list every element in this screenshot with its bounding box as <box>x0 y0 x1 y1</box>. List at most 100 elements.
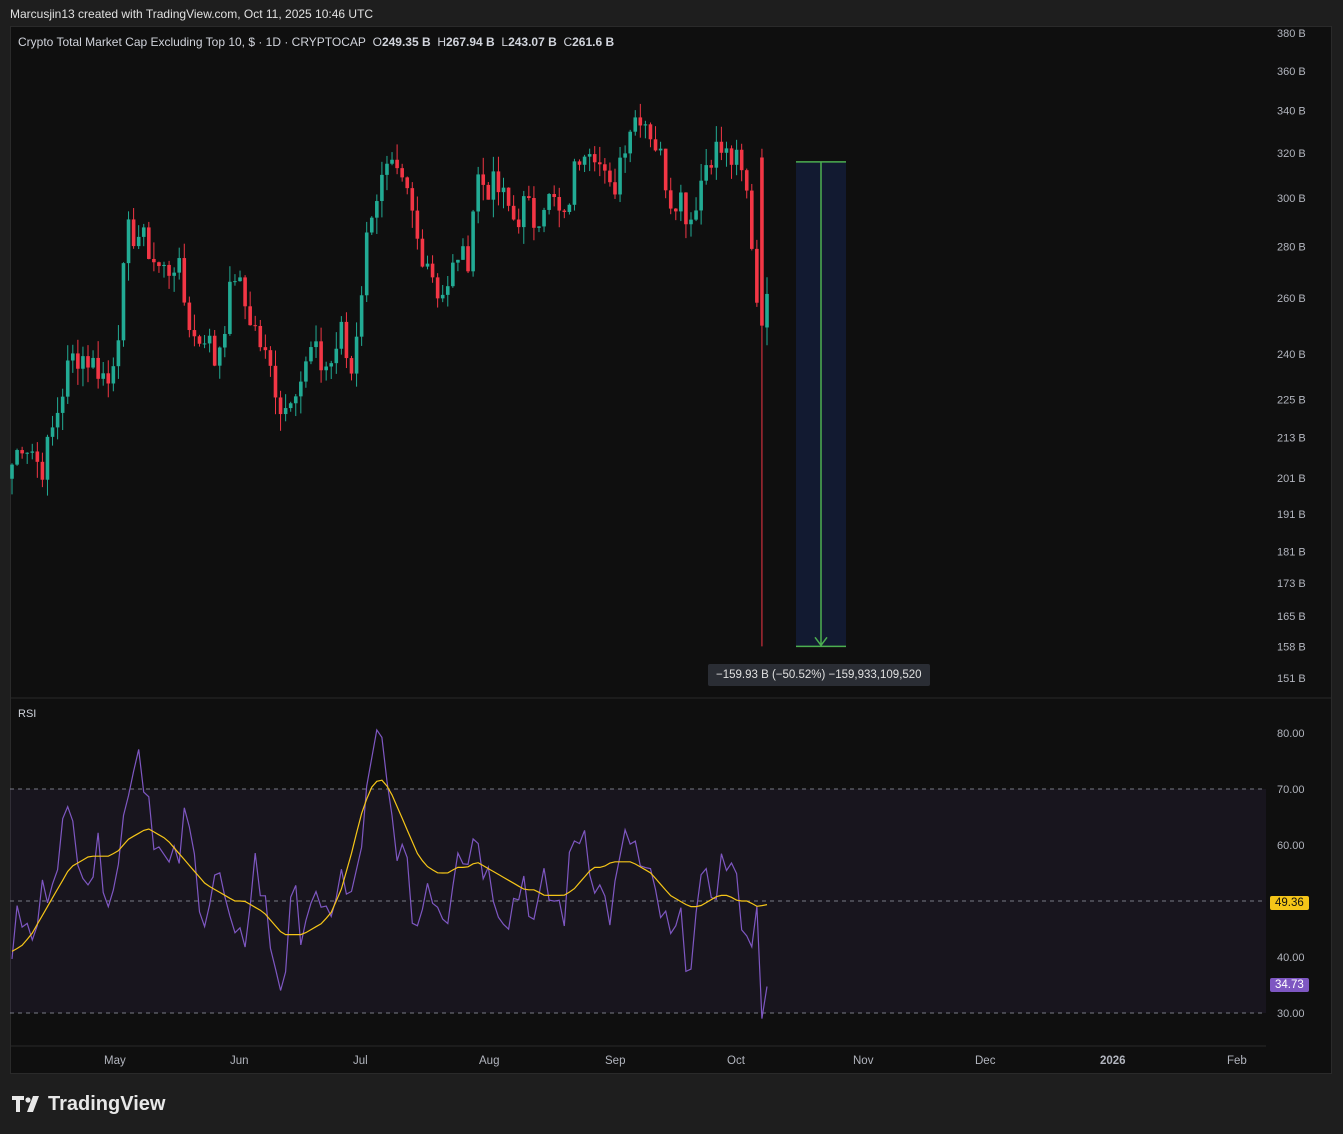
candle-body <box>253 325 258 327</box>
tradingview-brand: TradingView <box>48 1092 166 1115</box>
candle-body <box>461 246 465 260</box>
candle-body <box>344 321 349 359</box>
close-label: C <box>563 35 573 49</box>
attribution-text: Marcusjin13 created with TradingView.com… <box>10 7 374 21</box>
candle-body <box>729 148 734 165</box>
candle-body <box>50 427 55 437</box>
candle-body <box>592 154 597 163</box>
candle-body <box>233 281 237 283</box>
candle-body <box>673 208 678 212</box>
candle-body <box>172 272 176 276</box>
candle-body <box>451 262 455 287</box>
candle-body <box>734 149 739 165</box>
candle-body <box>25 452 30 454</box>
price-axis-tick-label: 201 B <box>1277 473 1306 485</box>
candle-body <box>147 227 151 259</box>
candle-body <box>354 336 359 374</box>
price-axis-tick-label: 240 B <box>1277 349 1306 361</box>
symbol-legend[interactable]: Crypto Total Market Cap Excluding Top 10… <box>18 35 614 49</box>
candle-body <box>192 330 197 337</box>
candle-body <box>542 209 546 227</box>
tradingview-logo[interactable]: TradingView <box>12 1092 165 1116</box>
candle-body <box>319 341 323 371</box>
price-axis-tick-label: 360 B <box>1277 66 1306 78</box>
candle-body <box>162 264 166 267</box>
tradingview-logo-icon <box>12 1096 39 1112</box>
candle-body <box>724 148 729 153</box>
open-label: O <box>372 35 382 49</box>
high-value: 267.94 B <box>446 35 495 49</box>
candle-body <box>299 381 303 397</box>
candle-body <box>755 248 759 303</box>
candle-body <box>20 450 24 454</box>
candle-body <box>167 264 171 276</box>
candle-body <box>410 188 415 211</box>
rsi-pane-label[interactable]: RSI <box>18 708 37 720</box>
chart-canvas[interactable]: 380 B 360 B 340 B 320 B 300 B 280 B 260 B 240 B… <box>10 26 1332 1074</box>
candle-body <box>223 333 227 348</box>
candle-body <box>96 357 100 379</box>
candle-body <box>445 286 450 295</box>
rsi-line <box>11 728 768 1019</box>
time-axis-tick-label: Sep <box>605 1055 625 1067</box>
candle-body <box>501 187 506 193</box>
candle-body <box>243 277 247 307</box>
candle-body <box>395 159 399 169</box>
candle-body <box>714 141 719 168</box>
candle-body <box>765 293 769 328</box>
candle-body <box>420 238 425 267</box>
candle-body <box>704 165 708 181</box>
candle-body <box>35 451 40 462</box>
candle-body <box>278 397 283 415</box>
candle-body <box>415 210 420 239</box>
candle-body <box>248 306 252 326</box>
price-axis-tick-label: 260 B <box>1277 293 1306 305</box>
candle-body <box>212 335 217 366</box>
candle-body <box>648 124 653 140</box>
time-axis-tick-label: Feb <box>1227 1055 1247 1067</box>
time-axis-tick-label: Oct <box>727 1055 746 1067</box>
candle-body <box>288 403 293 409</box>
candle-body <box>309 347 313 362</box>
candle-body <box>653 139 658 151</box>
candle-body <box>197 336 202 344</box>
candle-body <box>375 201 379 218</box>
candle-body <box>496 171 501 193</box>
candle-body <box>582 156 587 165</box>
candle-body <box>334 348 339 364</box>
candle-body <box>152 258 156 263</box>
low-value: 243.07 B <box>508 35 557 49</box>
candle-body <box>633 117 638 132</box>
candle-body <box>177 258 182 273</box>
candle-body <box>202 343 207 345</box>
rsi-axis-tick-label: 30.00 <box>1277 1008 1305 1020</box>
candle-body <box>679 192 683 212</box>
candle-body <box>390 159 394 164</box>
rsi-ma-line <box>11 779 768 952</box>
low-label: L <box>501 35 509 49</box>
candle-body <box>141 227 146 237</box>
time-axis-tick-label: 2026 <box>1100 1055 1126 1067</box>
candle-body <box>65 360 70 397</box>
rsi-axis-tick-label: 40.00 <box>1277 952 1305 964</box>
rsi-axis-tick-label: 60.00 <box>1277 840 1305 852</box>
candle-body <box>466 246 470 272</box>
candle-body <box>76 353 80 369</box>
candle-body <box>283 408 288 415</box>
price-axis-tick-label: 151 B <box>1277 673 1306 685</box>
candle-body <box>55 412 60 428</box>
candle-body <box>400 168 404 178</box>
candle-body <box>81 356 85 369</box>
candle-body <box>567 204 572 212</box>
candle-body <box>689 219 693 225</box>
high-label: H <box>437 35 446 49</box>
candle-body <box>521 196 526 228</box>
candle-body <box>329 363 334 367</box>
candle-body <box>572 161 577 205</box>
price-axis-tick-label: 158 B <box>1277 641 1306 653</box>
candle-body <box>91 357 95 368</box>
candle-body <box>486 184 491 200</box>
price-axis-tick-label: 191 B <box>1277 509 1306 521</box>
candle-body <box>658 148 663 151</box>
candle-body <box>405 177 410 189</box>
